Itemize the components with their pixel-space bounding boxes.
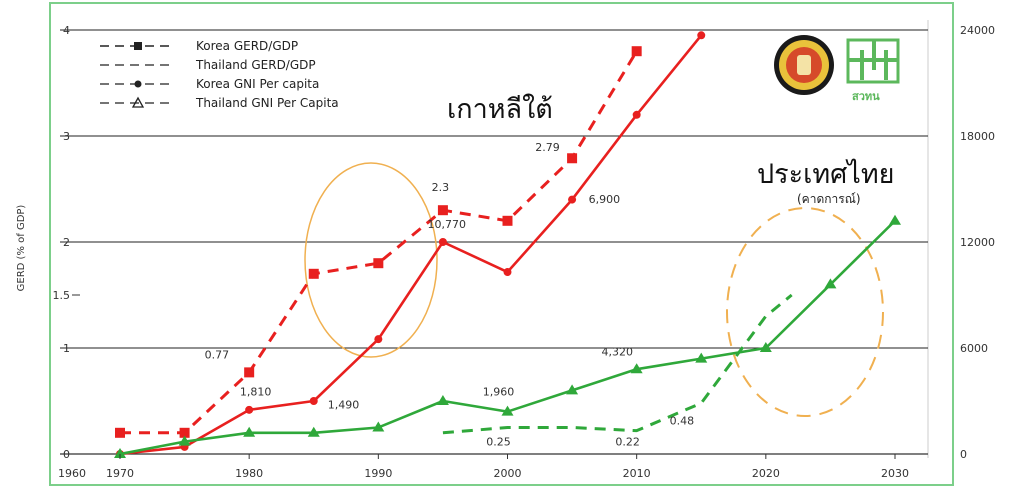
axis-ticks: 0 1 1.5 2 3 4 0 6000 12000 18000 24000 1960 1970 1980…	[53, 24, 996, 480]
data-point	[437, 205, 448, 216]
series-korea-gni-per-capita	[116, 31, 706, 458]
legend-item-thailand-gni: Thailand GNI Per Capita	[100, 96, 339, 110]
series-thailand-gni-per-capita	[114, 214, 901, 458]
data-point	[632, 110, 641, 119]
data-label: 2.3	[432, 181, 450, 194]
data-point	[244, 367, 255, 378]
legend-label-thailand-gni: Thailand GNI Per Capita	[195, 96, 339, 110]
data-point	[567, 153, 578, 164]
legend-item-korea-gerd: Korea GERD/GDP	[100, 39, 298, 53]
thailand-forecast-note: (คาดการณ์)	[797, 192, 861, 206]
x-tick-label: 2030	[881, 467, 909, 480]
grid-lines	[60, 29, 928, 455]
legend-item-thailand-gerd: Thailand GERD/GDP	[100, 58, 316, 72]
data-point	[438, 238, 447, 246]
series-korea-gerd-gdp	[115, 46, 642, 438]
data-point	[309, 397, 318, 405]
chart-frame	[49, 2, 954, 486]
legend-item-korea-gni: Korea GNI Per capita	[100, 77, 319, 91]
data-point	[114, 448, 126, 458]
data-label: 2.79	[535, 141, 560, 154]
data-point	[243, 426, 256, 437]
x-tick-label: 2010	[623, 467, 651, 480]
korea-callout: เกาหลีใต้	[447, 93, 553, 125]
data-label: 1,810	[240, 386, 272, 399]
data-point	[308, 268, 319, 279]
data-point	[759, 342, 772, 352]
data-point	[373, 258, 384, 269]
data-point	[501, 405, 514, 416]
y-left-tick-label: 4	[63, 24, 70, 37]
y-left-tick-label: 1.5	[53, 289, 71, 302]
data-label: 0.25	[486, 436, 511, 449]
data-point	[631, 46, 642, 57]
y-left-tick-label: 3	[63, 130, 70, 143]
data-point	[178, 435, 191, 446]
legend-label-thailand-gerd: Thailand GERD/GDP	[195, 58, 316, 72]
y-left-tick-label: 2	[63, 236, 70, 249]
legend: Korea GERD/GDP Thailand GERD/GDP Korea G…	[100, 39, 339, 110]
data-point	[372, 421, 385, 432]
x-tick-label: 1990	[364, 467, 392, 480]
legend-label-korea-gerd: Korea GERD/GDP	[196, 39, 298, 53]
y-left-tick-label: 1	[63, 342, 70, 355]
data-point	[566, 384, 579, 395]
data-label: 0.22	[615, 436, 640, 449]
data-label: 10,770	[428, 218, 467, 231]
data-point	[245, 405, 254, 414]
data-point	[307, 426, 320, 437]
data-label: 6,900	[589, 193, 621, 206]
data-point	[695, 352, 708, 363]
thailand-callout: ประเทศไทย	[757, 159, 895, 190]
data-point	[436, 395, 449, 405]
tsri-logo: สวทน	[846, 38, 900, 103]
x-tick-label: 2020	[752, 467, 780, 480]
data-label: 1,490	[328, 398, 360, 411]
university-logo	[774, 35, 834, 95]
thailand-highlight-ellipse	[726, 207, 884, 417]
highlight-ellipses	[304, 162, 884, 417]
data-point	[824, 278, 837, 289]
series-line	[442, 293, 793, 435]
legend-label-korea-gni: Korea GNI Per capita	[196, 77, 319, 91]
series-line	[119, 219, 896, 456]
data-label: 0.77	[205, 349, 230, 362]
y-right-tick-label: 24000	[960, 24, 995, 37]
data-label: 0.48	[670, 414, 695, 427]
y-left-tick-label: 0	[63, 448, 70, 461]
x-tick-label: 1980	[235, 467, 263, 480]
x-tick-label: 1970	[106, 467, 134, 480]
data-point	[568, 195, 577, 204]
y-axis-label: GERD (% of GDP)	[16, 205, 27, 292]
data-point	[697, 31, 706, 40]
series-group	[114, 31, 901, 458]
data-point	[179, 427, 190, 438]
tsri-logo-text: สวทน	[852, 90, 880, 103]
annotations: 0.77 1,810 1,490 2.3 10,770 2.79 6,900 1,960 4,3…	[205, 141, 695, 449]
x-tick-label: 1960	[58, 467, 86, 480]
y-right-tick-label: 6000	[960, 342, 988, 355]
data-point	[115, 427, 125, 438]
korea-highlight-ellipse	[304, 162, 438, 358]
data-label: 4,320	[602, 345, 634, 358]
data-label: 1,960	[483, 386, 515, 399]
data-point	[889, 214, 901, 225]
y-right-tick-label: 18000	[960, 130, 995, 143]
y-right-tick-label: 0	[960, 448, 967, 461]
data-point	[630, 363, 643, 374]
series-line	[119, 34, 703, 456]
y-right-tick-label: 12000	[960, 236, 995, 249]
data-point	[502, 215, 513, 226]
data-point	[374, 335, 383, 344]
data-point	[503, 268, 512, 277]
x-tick-label: 2000	[494, 467, 522, 480]
series-thailand-gerd-gdp	[442, 293, 793, 435]
